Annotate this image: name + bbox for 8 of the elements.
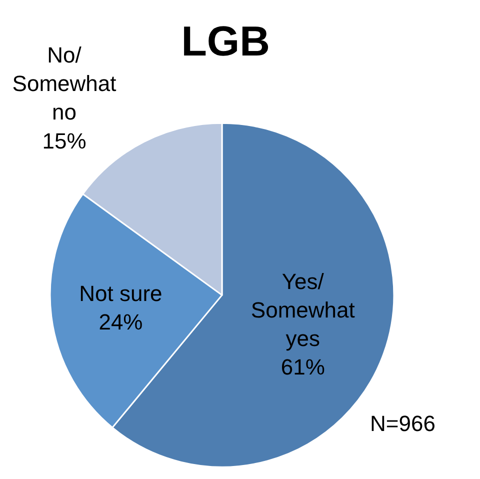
slice-label: Not sure bbox=[79, 281, 162, 306]
slice-label: Yes/ Somewhat yes bbox=[250, 268, 355, 351]
text: N=966 bbox=[370, 411, 436, 436]
chart-title: LGB bbox=[181, 17, 270, 64]
data-label: 61% bbox=[280, 354, 325, 380]
data-label: 24% bbox=[98, 310, 143, 335]
data-label: 15% bbox=[42, 128, 86, 154]
slice-label: No/ Somewhat no bbox=[12, 42, 116, 125]
